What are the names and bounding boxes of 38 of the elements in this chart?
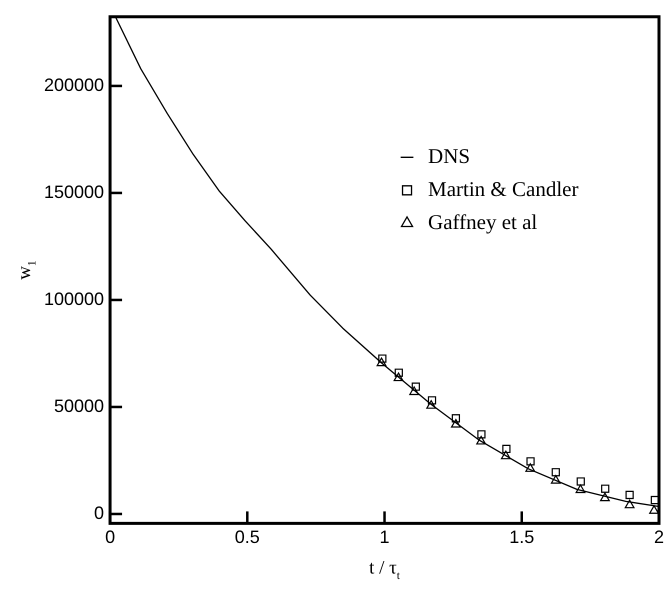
y-tick-label: 200000 (44, 74, 104, 95)
point (649, 505, 659, 514)
point (428, 396, 436, 404)
y-tick-label: 50000 (54, 396, 104, 416)
point (476, 436, 486, 445)
point (624, 500, 635, 508)
point (526, 457, 535, 466)
point (525, 463, 536, 472)
x-tick-label: 1 (380, 527, 390, 548)
legend-label: Gaffney et al (428, 210, 538, 234)
x-tick-label: 1.5 (509, 527, 534, 548)
point (378, 354, 386, 363)
point (550, 474, 561, 484)
point (477, 430, 486, 438)
point (500, 450, 511, 460)
legend-label: DNS (428, 144, 470, 168)
point (502, 444, 511, 454)
y-tick-label: 0 (94, 502, 104, 523)
point (576, 484, 586, 494)
y-tick-label: 100000 (44, 288, 104, 309)
point (394, 372, 404, 382)
y-axis-title: w1 (14, 260, 39, 280)
point (412, 382, 420, 391)
point (576, 477, 585, 486)
point (394, 368, 403, 377)
legend-label: Martin & Candler (428, 176, 578, 201)
y-tick-label: 150000 (44, 182, 104, 202)
x-tick-label: 2 (654, 527, 664, 548)
point (426, 400, 436, 409)
point (625, 490, 634, 500)
point (601, 484, 610, 493)
point (452, 414, 460, 422)
point (600, 492, 610, 502)
point (409, 386, 420, 396)
point (376, 357, 386, 366)
point (450, 418, 461, 428)
x-tick-label: 0.5 (234, 527, 260, 548)
point (552, 468, 560, 476)
